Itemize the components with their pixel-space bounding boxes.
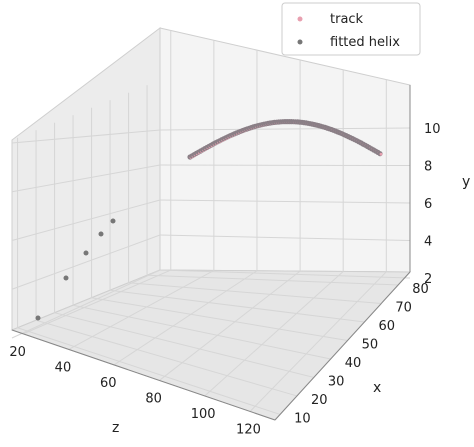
legend-marker-fitted-helix — [297, 39, 303, 45]
y-tick-label: 10 — [424, 122, 441, 137]
x-tick-label: 40 — [345, 356, 362, 371]
z-tick-label: 120 — [236, 422, 261, 437]
x-tick-label: 60 — [378, 319, 395, 334]
grid-line-y — [159, 269, 411, 279]
y-tick-label: 6 — [424, 197, 432, 212]
series-fitted-helix — [187, 119, 383, 160]
series-track — [35, 218, 116, 321]
z-tick-label: 100 — [191, 407, 216, 422]
grid-line-y-left — [11, 129, 161, 144]
x-axis-line — [274, 271, 411, 421]
legend: track fitted helix — [281, 2, 421, 56]
legend-box — [281, 2, 421, 56]
grid-line-y-left — [11, 269, 161, 339]
grid-line-z — [159, 270, 301, 381]
grid-line-y-left — [11, 234, 161, 290]
track-point — [63, 275, 69, 281]
z-tick-label: 80 — [145, 391, 162, 406]
grid-line-y — [159, 164, 411, 166]
y-tick-label: 8 — [424, 160, 432, 175]
grid-lines — [11, 30, 411, 415]
z-axis-label: y — [462, 174, 470, 190]
grid-line-x — [35, 319, 298, 397]
grid-line-z — [249, 271, 387, 412]
y-tick-label: 4 — [424, 235, 432, 250]
track-point — [110, 218, 116, 224]
grid-line-x — [54, 312, 314, 378]
y-axis-label: x — [373, 380, 381, 396]
grid-line-x — [109, 289, 365, 323]
grid-line-x — [128, 282, 382, 304]
grid-line-y — [159, 234, 411, 241]
z-axis-line — [11, 329, 276, 421]
legend-label-track: track — [330, 12, 364, 27]
grid-line-x — [147, 274, 399, 286]
grid-line-y-left — [11, 199, 161, 241]
grid-line-x — [72, 304, 331, 360]
legend-marker-track — [297, 16, 303, 22]
grid-line-x — [17, 327, 281, 415]
x-axis-label: z — [112, 420, 119, 436]
z-tick-label: 40 — [55, 360, 72, 375]
z-tick-label: 20 — [9, 345, 26, 360]
x-tick-label: 30 — [328, 374, 345, 389]
x-tick-label: 20 — [311, 393, 328, 408]
grid-line-y — [159, 127, 411, 131]
grid-line-z — [113, 270, 258, 366]
z-tick-label: 60 — [100, 376, 117, 391]
track-point — [35, 315, 41, 321]
x-tick-label: 10 — [294, 411, 311, 426]
x-tick-label: 70 — [395, 300, 412, 315]
legend-label-fitted-helix: fitted helix — [330, 35, 400, 50]
grid-line-y — [159, 199, 411, 204]
grid-line-x — [91, 297, 348, 341]
track-point — [98, 231, 104, 237]
grid-line-z — [204, 271, 344, 397]
y-tick-label: 2 — [424, 272, 432, 287]
track-point — [83, 250, 89, 256]
x-tick-label: 50 — [362, 337, 379, 352]
axes-panes — [10, 26, 412, 421]
grid-line-y-left — [11, 164, 161, 193]
track-point-overlay — [379, 152, 383, 156]
x-tick-label: 80 — [412, 282, 429, 297]
